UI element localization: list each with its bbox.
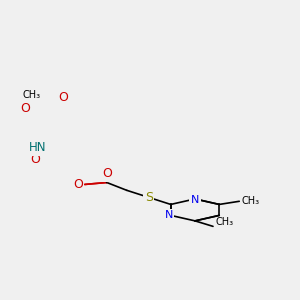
Text: N: N: [165, 210, 173, 220]
Text: O: O: [73, 178, 83, 191]
Text: CH₃: CH₃: [215, 217, 233, 227]
Text: CH₃: CH₃: [22, 90, 41, 100]
Text: O: O: [102, 167, 112, 180]
Text: O: O: [58, 91, 68, 104]
Text: N: N: [191, 195, 199, 205]
Text: HN: HN: [29, 141, 47, 154]
Text: CH₃: CH₃: [241, 196, 260, 206]
Text: O: O: [30, 153, 40, 166]
Text: S: S: [145, 191, 153, 204]
Text: O: O: [20, 102, 30, 116]
